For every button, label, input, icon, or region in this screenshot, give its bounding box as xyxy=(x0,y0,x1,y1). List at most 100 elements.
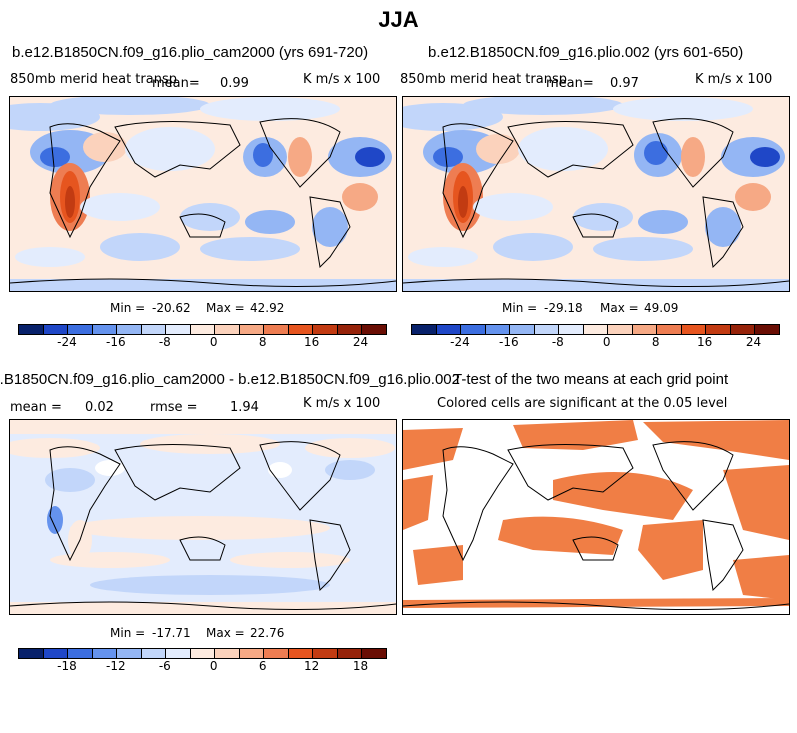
panel3-colorbar-swatch xyxy=(141,649,167,658)
panel1-colorbar-tick-label: -24 xyxy=(57,335,77,349)
panel3-colorbar-swatch xyxy=(288,649,314,658)
panel2-colorbar-swatch xyxy=(632,325,658,334)
panel3-colorbar-tick-label: -18 xyxy=(57,659,77,673)
panel2-colorbar-swatch xyxy=(485,325,511,334)
panel2-max-label: Max = xyxy=(600,301,639,315)
panel1-colorbar-swatch xyxy=(264,325,289,334)
panel2-colorbar-tick-label: -24 xyxy=(450,335,470,349)
panel3-heatmap-svg xyxy=(10,420,396,614)
panel1-colorbar-ticks: -24 -16 -8 0 8 16 24 xyxy=(18,335,385,351)
panel3-mean-label: mean = xyxy=(10,400,62,415)
panel1-max-value: 42.92 xyxy=(250,301,285,315)
panel3-colorbar-swatch xyxy=(215,649,240,658)
panel2-variable: 850mb merid heat transp xyxy=(400,72,567,87)
panel1-colorbar-swatch xyxy=(239,325,265,334)
panel3-rmse-label: rmse = xyxy=(150,400,198,415)
panel2-colorbar-swatch xyxy=(608,325,633,334)
panel2-mean-value: 0.97 xyxy=(610,76,639,91)
panel3-colorbar-ticks: -18 -12 -6 0 6 12 18 xyxy=(18,659,385,675)
panel3-max-label: Max = xyxy=(206,626,245,640)
panel1-colorbar-tick-label: 8 xyxy=(258,335,267,349)
panel2-colorbar-swatch xyxy=(412,325,437,334)
panel2-colorbar-tick-label: 24 xyxy=(745,335,762,349)
panel3-title-clip: b.e12.B1850CN.f09_g16.plio_cam2000 - b.e… xyxy=(0,371,460,391)
panel1-colorbar-swatch xyxy=(313,325,338,334)
panel1-colorbar-tick-label: -16 xyxy=(106,335,126,349)
panel3-max-value: 22.76 xyxy=(250,626,285,640)
panel2-colorbar-swatch xyxy=(534,325,560,334)
panel3-colorbar-swatch xyxy=(166,649,191,658)
panel4-signif-svg xyxy=(403,420,789,614)
panel2-heatmap-svg xyxy=(403,97,789,291)
panel3-colorbar-swatch xyxy=(117,649,142,658)
panel1-colorbar-swatch xyxy=(337,325,363,334)
panel1-colorbar-swatch xyxy=(92,325,118,334)
panel1-mean-label: mean= xyxy=(152,76,200,91)
panel1-colorbar-swatch xyxy=(362,325,386,334)
panel1-colorbar-swatch xyxy=(190,325,216,334)
panel3-colorbar-swatch xyxy=(190,649,216,658)
panel1-colorbar-tick-label: 0 xyxy=(209,335,218,349)
panel2-min-value: -29.18 xyxy=(544,301,583,315)
panel1-colorbar-swatch xyxy=(19,325,44,334)
panel1-colorbar-tick-label: 16 xyxy=(303,335,320,349)
panel1-colorbar-swatch xyxy=(68,325,93,334)
panel3-colorbar-swatch xyxy=(19,649,44,658)
panel1-colorbar xyxy=(18,324,387,335)
panel2-colorbar-swatch xyxy=(436,325,462,334)
panel3-colorbar-tick-label: 0 xyxy=(209,659,218,673)
panel1-title: b.e12.B1850CN.f09_g16.plio_cam2000 (yrs … xyxy=(12,44,369,61)
panel3-colorbar-swatch xyxy=(92,649,118,658)
panel1-colorbar-swatch xyxy=(166,325,191,334)
panel3-colorbar-swatch xyxy=(68,649,93,658)
panel3-colorbar-swatch xyxy=(313,649,338,658)
panel3-mean-value: 0.02 xyxy=(85,400,114,415)
panel3-colorbar xyxy=(18,648,387,659)
panel3-colorbar-swatch xyxy=(337,649,363,658)
panel1-min-label: Min = xyxy=(110,301,146,315)
panel2-colorbar-swatch xyxy=(755,325,779,334)
panel1-max-label: Max = xyxy=(206,301,245,315)
panel2-title: b.e12.B1850CN.f09_g16.plio.002 (yrs 601-… xyxy=(428,44,744,61)
panel2-colorbar-tick-label: 16 xyxy=(696,335,713,349)
panel4-map xyxy=(402,419,790,615)
panel2-colorbar-ticks: -24 -16 -8 0 8 16 24 xyxy=(411,335,778,351)
panel3-colorbar-swatch xyxy=(239,649,265,658)
page-title: JJA xyxy=(378,7,419,32)
panel3-min-value: -17.71 xyxy=(152,626,191,640)
panel2-colorbar-swatch xyxy=(730,325,756,334)
panel1-colorbar-tick-label: -8 xyxy=(158,335,171,349)
panel2-colorbar-tick-label: 0 xyxy=(602,335,611,349)
panel3-colorbar-swatch xyxy=(43,649,69,658)
panel3-colorbar-swatch xyxy=(362,649,386,658)
panel2-min-label: Min = xyxy=(502,301,538,315)
panel3-map xyxy=(9,419,397,615)
panel2-units: K m/s x 100 xyxy=(695,72,773,87)
panel1-colorbar-swatch xyxy=(141,325,167,334)
panel2-colorbar-swatch xyxy=(510,325,535,334)
panel1-colorbar-swatch xyxy=(215,325,240,334)
panel2-colorbar-tick-label: -16 xyxy=(499,335,519,349)
panel1-colorbar-swatch xyxy=(43,325,69,334)
panel4-title: T-test of the two means at each grid poi… xyxy=(453,371,729,388)
panel3-rmse-value: 1.94 xyxy=(230,400,259,415)
panel2-colorbar-swatch xyxy=(681,325,707,334)
panel1-units: K m/s x 100 xyxy=(303,72,381,87)
panel2-map xyxy=(402,96,790,292)
panel2-colorbar-swatch xyxy=(461,325,486,334)
panel1-colorbar-swatch xyxy=(117,325,142,334)
panel3-min-label: Min = xyxy=(110,626,146,640)
panel2-colorbar-tick-label: 8 xyxy=(651,335,660,349)
panel2-max-value: 49.09 xyxy=(644,301,679,315)
panel1-min-value: -20.62 xyxy=(152,301,191,315)
panel3-colorbar-swatch xyxy=(264,649,289,658)
panel3-colorbar-tick-label: 6 xyxy=(258,659,267,673)
panel1-heatmap-svg xyxy=(10,97,396,291)
panel2-colorbar-swatch xyxy=(559,325,584,334)
panel2-colorbar-tick-label: -8 xyxy=(551,335,564,349)
panel4-subtitle: Colored cells are significant at the 0.0… xyxy=(437,396,728,411)
panel3-colorbar-tick-label: 12 xyxy=(303,659,320,673)
panel1-colorbar-swatch xyxy=(288,325,314,334)
panel2-mean-label: mean= xyxy=(546,76,594,91)
panel2-colorbar-swatch xyxy=(657,325,682,334)
